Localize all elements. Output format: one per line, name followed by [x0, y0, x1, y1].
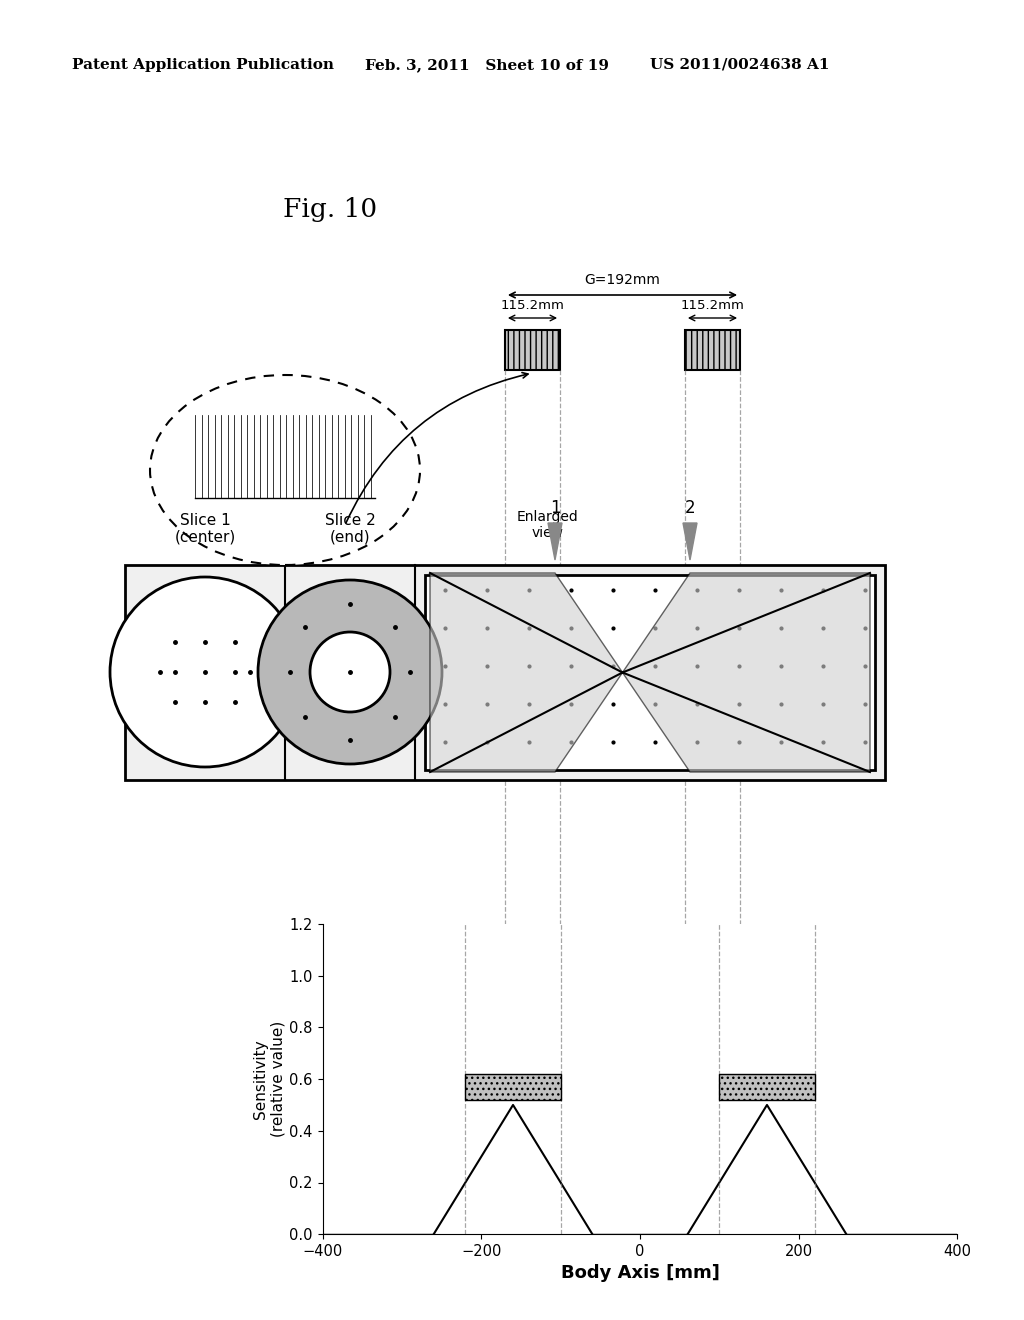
Text: Enlarged
view: Enlarged view — [517, 510, 579, 540]
Bar — [425, 576, 874, 770]
Text: Patent Application Publication: Patent Application Publication — [72, 58, 334, 73]
Bar — [685, 330, 740, 370]
Polygon shape — [430, 573, 870, 772]
Text: US 2011/0024638 A1: US 2011/0024638 A1 — [650, 58, 829, 73]
Bar — [125, 565, 885, 780]
Circle shape — [258, 579, 442, 764]
Text: Feb. 3, 2011   Sheet 10 of 19: Feb. 3, 2011 Sheet 10 of 19 — [365, 58, 609, 73]
Text: G=192mm: G=192mm — [585, 273, 660, 286]
Text: 1: 1 — [550, 499, 560, 517]
Text: Slice 1
(center): Slice 1 (center) — [174, 512, 236, 545]
Bar — [719, 1074, 815, 1100]
Text: 115.2mm: 115.2mm — [501, 300, 564, 312]
Polygon shape — [683, 523, 697, 560]
Bar — [505, 330, 560, 370]
Y-axis label: Sensitivity
(relative value): Sensitivity (relative value) — [253, 1020, 285, 1138]
X-axis label: Body Axis [mm]: Body Axis [mm] — [560, 1265, 720, 1283]
Polygon shape — [548, 523, 562, 560]
Ellipse shape — [150, 375, 420, 565]
Bar — [465, 1074, 561, 1100]
Text: Fig. 10: Fig. 10 — [283, 198, 377, 223]
Text: Slice 2
(end): Slice 2 (end) — [325, 512, 376, 545]
Text: 2: 2 — [685, 499, 695, 517]
Text: 115.2mm: 115.2mm — [681, 300, 744, 312]
Circle shape — [310, 632, 390, 711]
Circle shape — [110, 577, 300, 767]
